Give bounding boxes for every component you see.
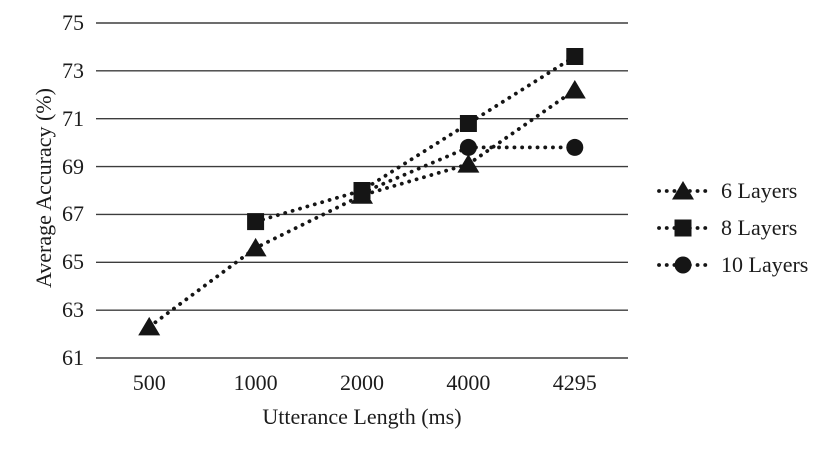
circle-marker [353, 184, 371, 202]
x-tick-label: 500 [132, 370, 166, 395]
square-legend-swatch-icon [657, 219, 709, 236]
square-marker [674, 219, 692, 236]
y-tick-label: 71 [62, 105, 84, 131]
square-marker [459, 115, 477, 132]
circle-marker [674, 256, 692, 273]
triangle-marker [563, 80, 586, 99]
y-tick-label: 69 [62, 153, 84, 179]
x-tick-label: 1000 [233, 370, 278, 395]
circle-marker [459, 138, 477, 156]
y-tick-label: 65 [62, 249, 84, 275]
legend-item-8-layers: 8 Layers [656, 209, 808, 246]
legend-item-10-layers: 10 Layers [656, 246, 808, 283]
x-tick-label: 2000 [340, 370, 384, 395]
legend: 6 Layers 8 Layers 10 Layers [656, 172, 808, 283]
legend-label: 6 Layers [721, 177, 798, 203]
y-tick-label: 67 [62, 201, 84, 227]
y-axis-title: Average Accuracy (%) [31, 88, 56, 288]
square-marker [566, 48, 584, 65]
x-tick-label: 4000 [446, 370, 491, 395]
series-line-triangle [147, 88, 577, 329]
x-axis-title: Utterance Length (ms) [262, 404, 462, 429]
square-marker [247, 213, 265, 231]
circle-marker [566, 138, 584, 156]
y-tick-label: 75 [62, 10, 84, 35]
series-line-square [253, 54, 577, 224]
legend-label: 8 Layers [721, 214, 798, 240]
triangle-marker [244, 237, 267, 257]
triangle-marker [138, 316, 161, 336]
circle-legend-swatch-icon [657, 256, 709, 273]
y-tick-label: 63 [62, 297, 84, 323]
triangle-marker [672, 180, 694, 199]
y-tick-label: 61 [62, 345, 84, 370]
legend-item-6-layers: 6 Layers [656, 172, 808, 209]
legend-label: 10 Layers [721, 251, 809, 277]
triangle-marker [457, 154, 480, 173]
y-tick-label: 73 [62, 57, 84, 83]
x-tick-label: 4295 [552, 370, 597, 395]
triangle-legend-swatch-icon [657, 180, 709, 199]
